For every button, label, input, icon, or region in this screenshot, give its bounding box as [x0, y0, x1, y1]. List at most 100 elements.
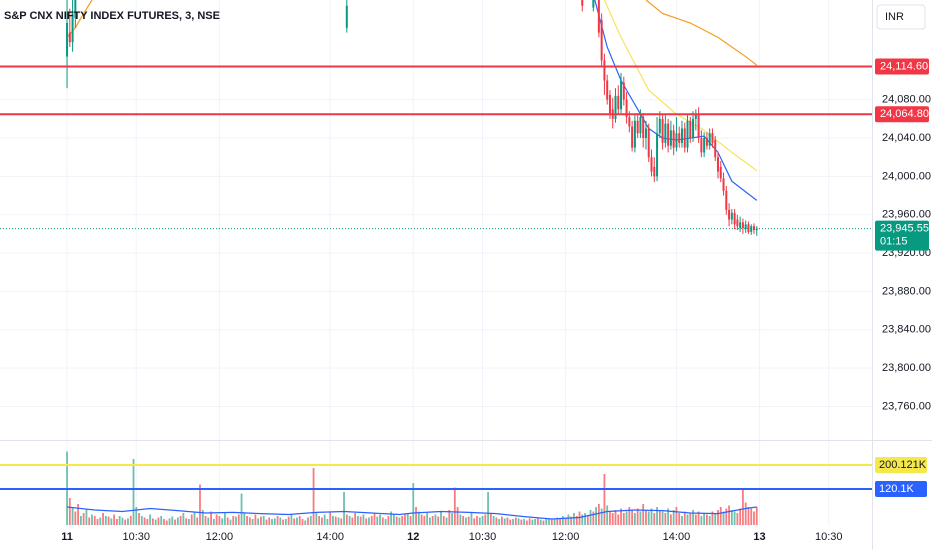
candle-body — [642, 116, 645, 139]
volume-bar — [739, 508, 742, 525]
currency[interactable]: INR — [885, 11, 904, 23]
volume-bar — [672, 510, 675, 525]
volume-bar — [345, 514, 348, 525]
moving-average — [645, 0, 758, 66]
volume-level-label: 120.1K — [879, 483, 915, 495]
volume-bar — [711, 511, 714, 525]
volume-bar — [121, 517, 124, 525]
volume-bar — [595, 507, 598, 525]
volume-bar — [229, 519, 232, 525]
volume-bar — [284, 519, 287, 525]
currency-box[interactable] — [876, 4, 926, 30]
candle-body — [730, 212, 733, 220]
volume-bar — [212, 519, 215, 525]
volume-bar — [534, 519, 537, 525]
candle-body — [733, 212, 736, 225]
candle-body — [664, 123, 667, 143]
candle-body — [625, 99, 628, 117]
candle-body — [694, 115, 697, 119]
candle-body — [647, 128, 650, 158]
volume-bar — [354, 513, 357, 525]
price-level-label: 24,064.80 — [880, 108, 929, 120]
volume-bar — [750, 508, 753, 525]
candle-body — [678, 133, 681, 143]
volume-bar — [93, 516, 96, 525]
volume-bar — [509, 519, 512, 525]
candle-body — [653, 166, 656, 177]
candle-body — [644, 128, 647, 139]
volume-bar — [528, 518, 531, 525]
volume-bar — [240, 493, 243, 525]
volume-bar — [188, 519, 190, 525]
volume-bar — [564, 517, 567, 525]
candle-body — [744, 224, 747, 230]
volume-bar — [74, 511, 77, 525]
candle-body — [747, 224, 750, 232]
candle-body — [692, 118, 695, 139]
volume-bar — [470, 513, 473, 525]
volume-bar — [268, 517, 271, 525]
volume-bar — [163, 519, 165, 525]
x-tick-label: 12:00 — [206, 531, 234, 543]
volume-bar — [404, 514, 406, 525]
volume-bar — [329, 511, 332, 525]
candle-body — [739, 222, 742, 229]
volume-bar — [514, 517, 517, 525]
volume-bar — [678, 513, 681, 525]
volume-bar — [692, 510, 694, 525]
volume-bar — [478, 517, 481, 525]
volume-bar — [550, 519, 553, 525]
labels: 23,760.00 23,800.00 23,840.00 23,880.00 23,9… — [61, 58, 931, 543]
volume-bar — [210, 511, 212, 525]
volume-bar — [224, 513, 226, 525]
candle-body — [628, 116, 631, 127]
volume-bar — [246, 516, 248, 525]
volume-bar — [254, 514, 257, 525]
volume-bar — [625, 511, 628, 525]
volume-bar — [542, 520, 545, 525]
volume-bar — [512, 519, 514, 525]
volume-bar — [420, 514, 423, 525]
volume-bar — [118, 516, 121, 525]
volume-bar — [453, 487, 456, 525]
volume-bar — [129, 516, 132, 525]
volume-bar — [440, 511, 442, 525]
volume-bar — [589, 510, 592, 525]
volume-bar — [390, 511, 393, 525]
volume-bar — [442, 516, 445, 525]
candle-body — [66, 23, 69, 57]
volume-bar — [481, 516, 484, 525]
volume-bar — [523, 519, 525, 525]
volume-bar — [362, 514, 365, 525]
volume-bar — [88, 517, 91, 525]
volume-bar — [343, 492, 345, 525]
volume-level-label: 200.121K — [879, 459, 927, 471]
moving-average — [66, 0, 93, 38]
volume-bar — [221, 518, 224, 525]
volume-bar — [561, 516, 564, 525]
volume-bar — [182, 513, 185, 525]
volume-bar — [351, 517, 354, 525]
volume-bar — [251, 519, 254, 525]
volume-bar — [492, 516, 495, 525]
volume-bar — [553, 519, 556, 525]
volume-bar — [703, 513, 706, 525]
volume-bar — [132, 459, 135, 525]
volume-bar — [639, 511, 642, 525]
volume-bar — [487, 492, 489, 525]
volume-bar — [115, 519, 118, 525]
candle-body — [711, 133, 714, 143]
volume-bar — [282, 519, 284, 525]
countdown: 01:15 — [880, 235, 908, 247]
volume-bar — [398, 517, 401, 525]
volume-bar — [138, 513, 140, 525]
volume-bar — [287, 516, 290, 525]
volume-bar — [647, 511, 650, 525]
volume-bar — [586, 516, 589, 525]
volume-bar — [82, 513, 85, 525]
candle-body — [658, 118, 661, 134]
volume-bar — [592, 511, 595, 525]
volume-bar — [465, 517, 467, 525]
volume-bar — [102, 513, 104, 525]
